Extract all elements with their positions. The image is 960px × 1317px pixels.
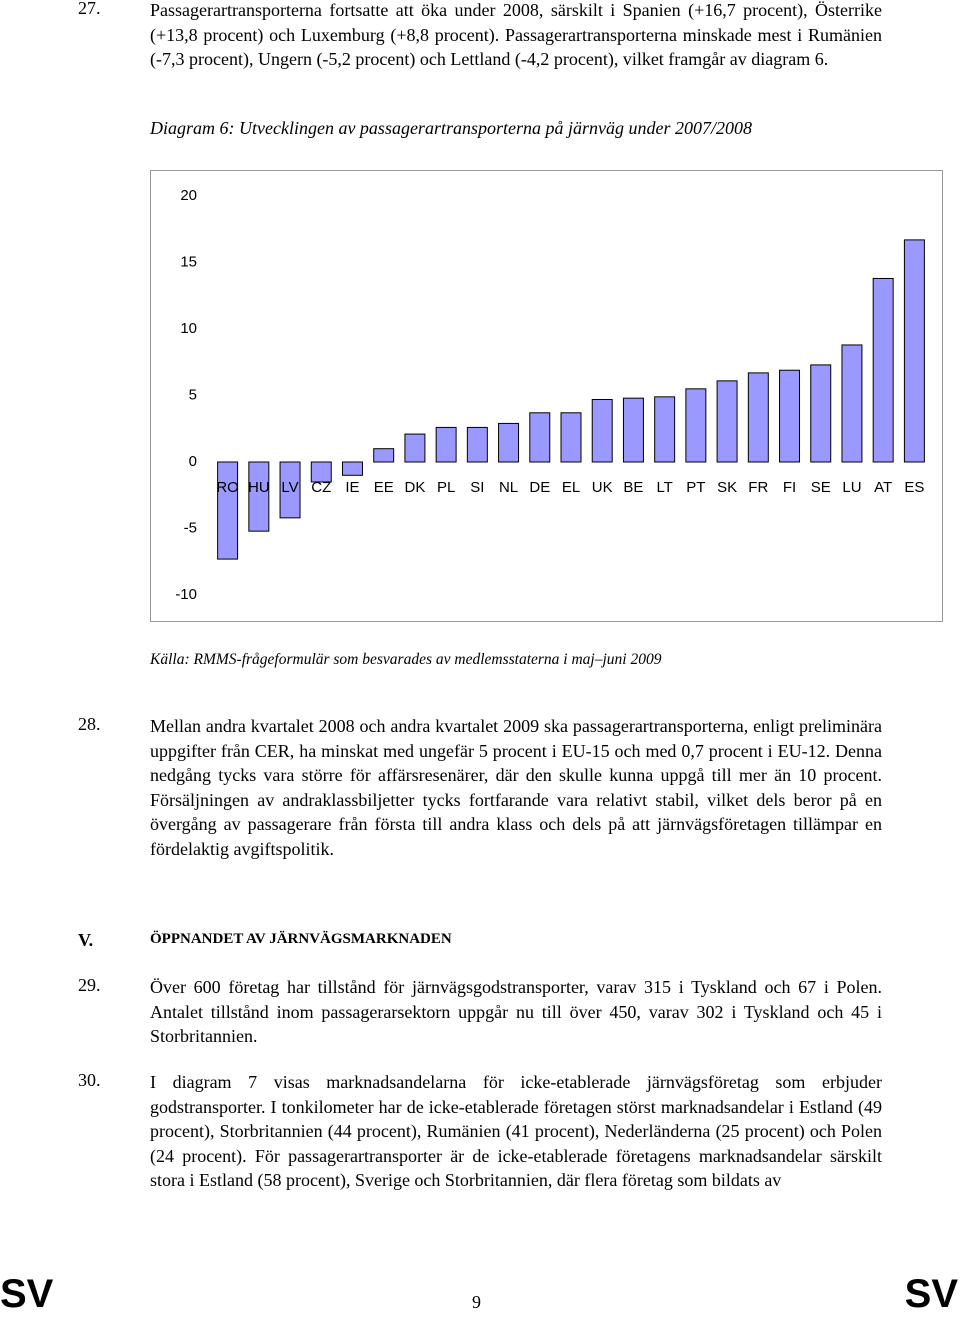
x-tick-label: FI bbox=[783, 479, 796, 496]
y-tick-label: -10 bbox=[175, 586, 197, 603]
bar bbox=[248, 461, 270, 532]
x-tick-label: SE bbox=[811, 479, 831, 496]
paragraph: Mellan andra kvartalet 2008 och andra kv… bbox=[150, 716, 882, 859]
paragraph: Passagerartransporterna fortsatte att ök… bbox=[150, 0, 882, 69]
bar bbox=[560, 412, 582, 463]
x-tick-label: SI bbox=[470, 479, 484, 496]
x-tick-label: PL bbox=[437, 479, 455, 496]
x-tick-label: IE bbox=[345, 479, 359, 496]
bar bbox=[747, 372, 769, 463]
x-tick-label: DK bbox=[404, 479, 425, 496]
x-tick-label: HU bbox=[248, 479, 270, 496]
footer-lang: SV bbox=[904, 1272, 958, 1316]
bar bbox=[622, 397, 644, 463]
section-number: V. bbox=[78, 930, 94, 950]
bar bbox=[373, 448, 395, 463]
chart-frame bbox=[150, 170, 943, 622]
y-tick-label: 5 bbox=[189, 386, 197, 403]
x-tick-label: EL bbox=[562, 479, 580, 496]
bar bbox=[872, 277, 894, 463]
bar bbox=[903, 239, 925, 463]
x-tick-label: LV bbox=[281, 479, 298, 496]
bar bbox=[591, 398, 613, 463]
x-tick-label: LT bbox=[656, 479, 672, 496]
y-tick-label: 15 bbox=[180, 253, 197, 270]
para-number: 27. bbox=[78, 0, 101, 18]
bar bbox=[310, 461, 332, 483]
section-title: ÖPPNANDET AV JÄRNVÄGSMARKNADEN bbox=[150, 931, 452, 947]
x-tick-label: DE bbox=[529, 479, 550, 496]
x-tick-label: FR bbox=[748, 479, 768, 496]
x-tick-label: AT bbox=[874, 479, 892, 496]
y-tick-label: 0 bbox=[189, 453, 197, 470]
x-tick-label: EE bbox=[374, 479, 394, 496]
bar bbox=[435, 426, 457, 463]
bar bbox=[341, 461, 363, 476]
page-number: 9 bbox=[472, 1292, 481, 1312]
chart-title: Diagram 6: Utvecklingen av passagerartra… bbox=[150, 118, 752, 138]
y-tick-label: 20 bbox=[180, 187, 197, 204]
x-tick-label: PT bbox=[686, 479, 705, 496]
bar bbox=[217, 461, 239, 560]
bar bbox=[841, 344, 863, 463]
paragraph: I diagram 7 visas marknadsandelarna för … bbox=[150, 1072, 882, 1190]
chart-source: Källa: RMMS-frågeformulär som besvarades… bbox=[150, 651, 662, 668]
x-tick-label: NL bbox=[499, 479, 518, 496]
x-tick-label: SK bbox=[717, 479, 737, 496]
x-tick-label: ES bbox=[904, 479, 924, 496]
bar bbox=[810, 364, 832, 463]
bar bbox=[654, 396, 676, 463]
x-tick-label: BE bbox=[623, 479, 643, 496]
x-tick-label: CZ bbox=[311, 479, 331, 496]
x-tick-label: RO bbox=[216, 479, 239, 496]
bar bbox=[466, 426, 488, 463]
x-tick-label: UK bbox=[592, 479, 613, 496]
bar bbox=[716, 380, 738, 463]
bar bbox=[779, 369, 801, 463]
y-tick-label: 10 bbox=[180, 320, 197, 337]
paragraph: Över 600 företag har tillstånd för järnv… bbox=[150, 977, 882, 1046]
para-number: 29. bbox=[78, 975, 101, 995]
para-number: 28. bbox=[78, 714, 101, 734]
bar bbox=[404, 433, 426, 463]
x-tick-label: LU bbox=[842, 479, 861, 496]
y-tick-label: -5 bbox=[184, 519, 197, 536]
chart: 20 15 10 5 0 -5 -10 RO HU LV CZ IE EE DK PL SI NL DE EL UK B… bbox=[150, 170, 943, 622]
footer-lang: SV bbox=[0, 1272, 54, 1316]
bar bbox=[498, 422, 520, 463]
bar bbox=[529, 412, 551, 463]
para-number: 30. bbox=[78, 1070, 101, 1090]
bar bbox=[279, 461, 301, 519]
bar bbox=[685, 388, 707, 463]
